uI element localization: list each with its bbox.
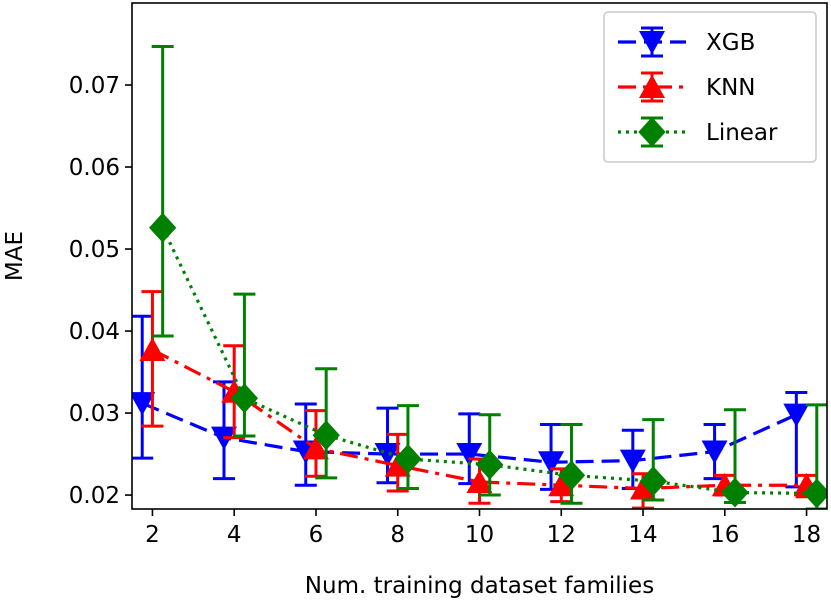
series-linear bbox=[149, 44, 827, 509]
data-point bbox=[149, 212, 177, 243]
y-tick-label: 0.03 bbox=[69, 401, 120, 427]
y-axis-label: MAE bbox=[2, 231, 28, 281]
x-tick-label: 4 bbox=[227, 522, 242, 548]
legend-marker bbox=[639, 30, 665, 55]
error-bar bbox=[132, 314, 154, 460]
data-point bbox=[139, 337, 166, 361]
legend-entry-knn: KNN bbox=[618, 71, 756, 103]
legend-marker bbox=[638, 117, 666, 147]
data-point bbox=[456, 443, 483, 467]
data-point bbox=[803, 478, 827, 509]
x-tick-label: 2 bbox=[145, 522, 160, 548]
x-tick-label: 10 bbox=[465, 522, 494, 548]
x-axis-label: Num. training dataset families bbox=[305, 573, 654, 599]
data-point bbox=[312, 420, 340, 451]
data-point bbox=[476, 449, 504, 480]
series-line-knn bbox=[151, 348, 807, 491]
y-tick-label: 0.02 bbox=[69, 483, 120, 509]
error-bar bbox=[233, 292, 256, 438]
y-tick-label: 0.06 bbox=[69, 155, 120, 181]
axes-layer: 2 4 6 8 10 12 14 16 18 0.02 0.03 0.04 0.05 0.06 0.07 bbox=[69, 73, 821, 548]
y-tick-label: 0.07 bbox=[69, 73, 120, 99]
data-point bbox=[374, 443, 401, 467]
data-point bbox=[132, 392, 156, 416]
series-layer bbox=[132, 44, 827, 509]
x-tick-label: 12 bbox=[547, 522, 576, 548]
data-point bbox=[630, 476, 657, 500]
legend-label: Linear bbox=[706, 120, 778, 146]
x-tick-label: 6 bbox=[309, 522, 324, 548]
legend-entry-linear: Linear bbox=[618, 116, 778, 148]
series-line-linear bbox=[161, 227, 817, 496]
error-bar bbox=[151, 44, 174, 338]
legend-label: KNN bbox=[706, 75, 756, 101]
y-tick-label: 0.04 bbox=[69, 319, 120, 345]
data-point bbox=[548, 472, 575, 497]
data-point bbox=[230, 383, 259, 414]
x-tick-label: 18 bbox=[792, 522, 821, 548]
data-point bbox=[701, 440, 728, 464]
legend: XGB KNN Linear bbox=[603, 11, 817, 163]
y-tick-label: 0.05 bbox=[69, 237, 120, 263]
data-point bbox=[466, 469, 493, 493]
data-point bbox=[721, 477, 749, 508]
legend-label: XGB bbox=[706, 30, 755, 56]
data-point bbox=[394, 444, 422, 474]
data-point bbox=[302, 435, 329, 460]
data-point bbox=[538, 451, 565, 475]
series-line-xgb bbox=[141, 401, 797, 464]
data-point bbox=[783, 403, 810, 428]
data-point bbox=[639, 466, 667, 497]
legend-entry-xgb: XGB bbox=[618, 26, 755, 58]
data-point bbox=[557, 460, 586, 491]
x-tick-label: 14 bbox=[628, 522, 657, 548]
data-point bbox=[619, 449, 646, 473]
legend-marker bbox=[639, 74, 665, 99]
x-tick-label: 16 bbox=[710, 522, 739, 548]
x-tick-label: 8 bbox=[390, 522, 405, 548]
data-point bbox=[384, 453, 411, 477]
